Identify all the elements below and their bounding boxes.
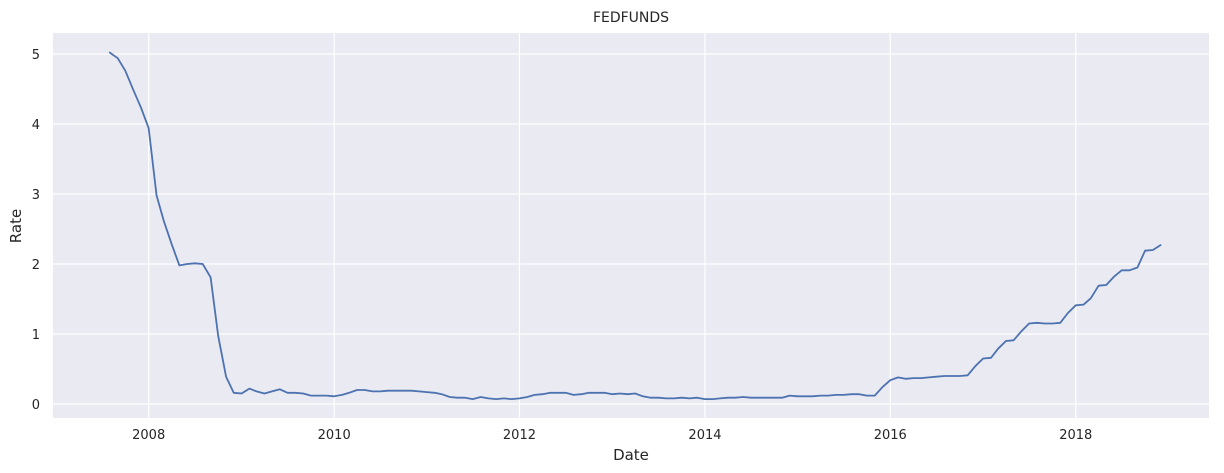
x-tick-labels: 2008 2010 2012 2014 2016 2018 [132, 428, 1092, 443]
y-tick-label: 1 [32, 328, 40, 343]
chart-title: FEDFUNDS [593, 10, 669, 26]
y-axis-title: Rate [7, 209, 25, 243]
gridlines [53, 33, 1209, 418]
x-tick-label: 2014 [688, 428, 721, 443]
y-tick-label: 0 [32, 398, 40, 413]
y-tick-label: 4 [32, 118, 40, 133]
x-tick-label: 2008 [132, 428, 165, 443]
plot-area [53, 33, 1209, 418]
y-tick-labels: 0 1 2 3 4 5 [32, 48, 40, 413]
x-tick-label: 2018 [1059, 428, 1092, 443]
x-tick-label: 2010 [318, 428, 351, 443]
x-tick-label: 2016 [874, 428, 907, 443]
fedfunds-series-line [108, 51, 1162, 400]
y-tick-label: 5 [32, 48, 40, 63]
x-axis-title: Date [613, 446, 649, 464]
y-tick-label: 2 [32, 258, 40, 273]
y-tick-label: 3 [32, 188, 40, 203]
series-layer [108, 51, 1162, 400]
x-tick-label: 2012 [503, 428, 536, 443]
